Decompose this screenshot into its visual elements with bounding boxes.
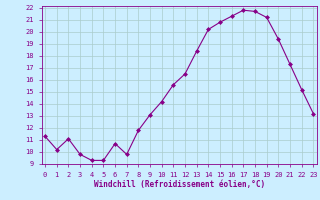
X-axis label: Windchill (Refroidissement éolien,°C): Windchill (Refroidissement éolien,°C)	[94, 180, 265, 189]
